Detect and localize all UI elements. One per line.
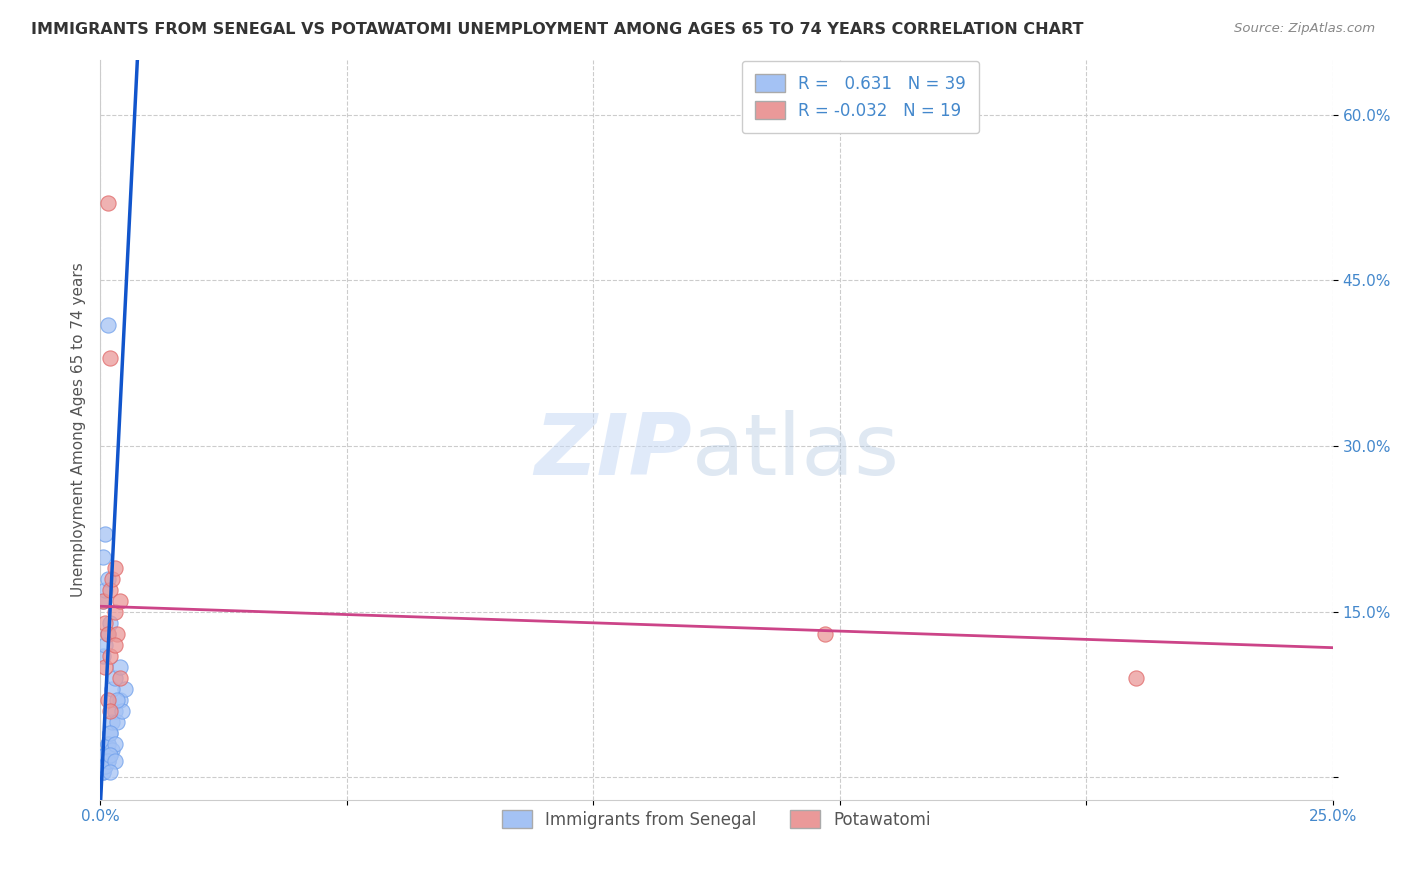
Text: IMMIGRANTS FROM SENEGAL VS POTAWATOMI UNEMPLOYMENT AMONG AGES 65 TO 74 YEARS COR: IMMIGRANTS FROM SENEGAL VS POTAWATOMI UN… bbox=[31, 22, 1084, 37]
Point bbox=[96, 627, 118, 641]
Legend: Immigrants from Senegal, Potawatomi: Immigrants from Senegal, Potawatomi bbox=[495, 804, 938, 836]
Point bbox=[105, 715, 128, 730]
Point bbox=[94, 638, 117, 652]
Point bbox=[104, 560, 127, 574]
Point bbox=[94, 759, 117, 773]
Point bbox=[94, 615, 117, 630]
Point bbox=[1125, 671, 1147, 685]
Point bbox=[105, 693, 128, 707]
Point bbox=[98, 351, 121, 365]
Point bbox=[96, 754, 118, 768]
Point bbox=[98, 615, 121, 630]
Point bbox=[101, 682, 124, 697]
Point bbox=[98, 648, 121, 663]
Point bbox=[105, 627, 128, 641]
Point bbox=[91, 648, 114, 663]
Point bbox=[104, 638, 127, 652]
Text: ZIP: ZIP bbox=[534, 410, 692, 493]
Point bbox=[114, 682, 136, 697]
Point bbox=[104, 754, 127, 768]
Point bbox=[96, 318, 118, 332]
Point bbox=[96, 693, 118, 707]
Point bbox=[814, 627, 837, 641]
Point bbox=[104, 704, 127, 718]
Point bbox=[91, 593, 114, 607]
Text: atlas: atlas bbox=[692, 410, 900, 493]
Point bbox=[104, 671, 127, 685]
Point bbox=[91, 764, 114, 779]
Point bbox=[101, 715, 124, 730]
Point bbox=[98, 704, 121, 718]
Point bbox=[108, 693, 131, 707]
Point bbox=[96, 737, 118, 751]
Point bbox=[91, 759, 114, 773]
Point bbox=[94, 748, 117, 763]
Point bbox=[94, 759, 117, 773]
Point bbox=[101, 572, 124, 586]
Point bbox=[91, 764, 114, 779]
Text: Source: ZipAtlas.com: Source: ZipAtlas.com bbox=[1234, 22, 1375, 36]
Point bbox=[94, 748, 117, 763]
Point bbox=[108, 660, 131, 674]
Point bbox=[98, 726, 121, 740]
Point bbox=[98, 764, 121, 779]
Point bbox=[98, 582, 121, 597]
Point bbox=[104, 605, 127, 619]
Point bbox=[101, 743, 124, 757]
Point bbox=[94, 660, 117, 674]
Point bbox=[96, 196, 118, 211]
Point bbox=[96, 627, 118, 641]
Y-axis label: Unemployment Among Ages 65 to 74 years: Unemployment Among Ages 65 to 74 years bbox=[72, 262, 86, 597]
Point bbox=[91, 549, 114, 564]
Point bbox=[111, 704, 134, 718]
Point bbox=[91, 593, 114, 607]
Point bbox=[96, 572, 118, 586]
Point bbox=[104, 737, 127, 751]
Point bbox=[98, 726, 121, 740]
Point bbox=[98, 748, 121, 763]
Point bbox=[108, 671, 131, 685]
Point bbox=[96, 754, 118, 768]
Point bbox=[96, 737, 118, 751]
Point bbox=[94, 527, 117, 541]
Point bbox=[94, 582, 117, 597]
Point bbox=[108, 593, 131, 607]
Point bbox=[98, 748, 121, 763]
